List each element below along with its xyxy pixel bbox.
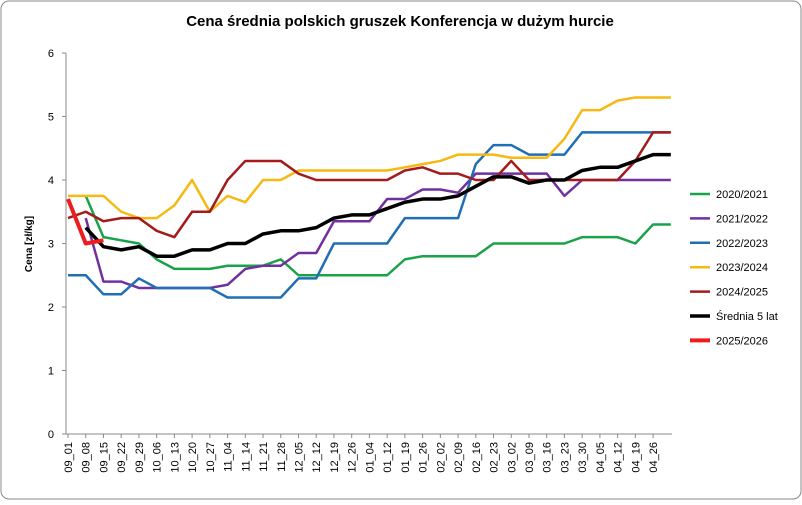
y-tick-label: 1 [48,366,54,378]
x-tick-label: 11_28 [276,442,288,472]
x-tick-label: 03_09 [524,442,536,473]
x-tick-label: 09_15 [98,442,110,473]
x-tick-label: 04_12 [613,442,625,473]
x-tick-label: 09_29 [134,442,146,473]
x-tick-label: 04_05 [595,442,607,473]
legend-label: 2022/2023 [716,238,768,250]
x-tick-label: 02_16 [471,442,483,473]
series-line [66,198,104,246]
series-line [68,131,671,299]
legend-label: 2020/2021 [716,189,768,201]
x-tick-label: 11_04 [223,442,235,472]
x-tick-label: 03_23 [559,442,571,473]
y-tick-label: 6 [48,48,54,60]
chart-title: Cena średnia polskich gruszek Konferencj… [186,13,614,30]
legend-label: 2021/2022 [716,213,768,225]
x-tick-label: 04_19 [630,442,642,473]
x-tick-label: 04_26 [648,442,660,473]
y-tick-label: 0 [48,429,54,441]
y-axis-label: Cena [zł/kg] [24,216,35,272]
x-tick-label: 01_04 [364,442,376,473]
y-tick-label: 2 [48,302,54,314]
x-tick-label: 10_20 [187,442,199,473]
x-tick-label: 10_06 [152,442,164,473]
x-tick-label: 09_08 [81,442,93,473]
x-tick-label: 10_13 [169,442,181,473]
x-tick-label: 10_27 [205,442,217,473]
series-line [68,96,671,220]
x-tick-label: 01_26 [418,442,430,473]
x-tick-label: 01_19 [400,442,412,473]
y-tick-label: 3 [48,239,54,251]
legend-label: Średnia 5 lat [716,310,778,323]
legend-label: 2024/2025 [716,287,768,299]
y-tick-label: 5 [48,112,54,124]
series-line [84,152,671,258]
x-tick-label: 11_14 [240,442,252,472]
x-tick-label: 03_30 [577,442,589,473]
x-tick-label: 11_21 [258,442,270,472]
series-line [67,131,671,239]
x-tick-label: 09_22 [116,442,128,473]
x-tick-label: 03_16 [542,442,554,473]
x-tick-label: 09_01 [63,442,75,473]
series-line [84,195,671,277]
x-tick-label: 12_19 [329,442,341,473]
x-tick-label: 12_26 [347,442,359,473]
x-tick-label: 02_02 [435,442,447,473]
x-tick-label: 12_05 [293,442,305,473]
x-tick-label: 02_09 [453,442,465,473]
x-tick-label: 02_23 [489,442,501,473]
legend-label: 2025/2026 [716,335,768,347]
y-tick-label: 4 [48,175,54,187]
x-tick-label: 12_12 [311,442,323,473]
x-tick-label: 01_12 [382,442,394,473]
x-tick-label: 03_02 [506,442,518,473]
legend-label: 2023/2024 [716,262,768,274]
